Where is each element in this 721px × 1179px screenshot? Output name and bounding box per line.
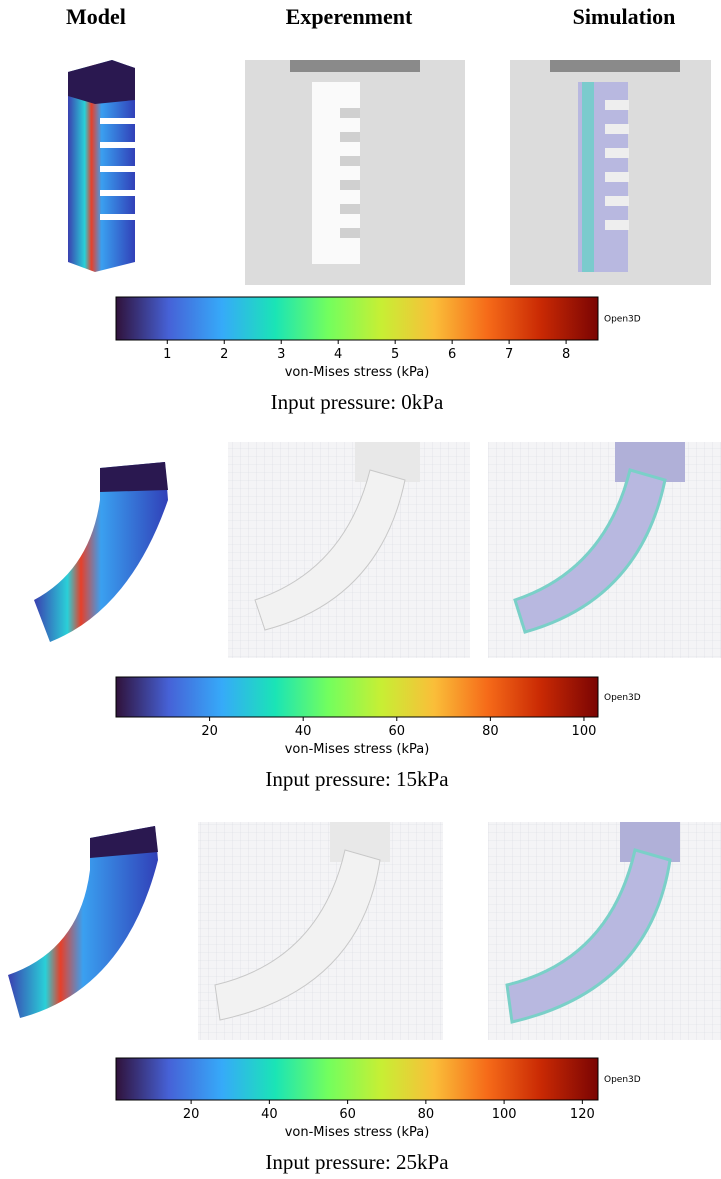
figure: Model Experenment Simulation [0,0,721,1179]
colorbar-brand: Open3D [604,693,641,703]
tick-label: 60 [339,1107,356,1122]
colorbar [116,297,598,340]
tick-label: 1 [163,347,171,362]
tick-label: 80 [482,724,499,739]
tick-label: 20 [201,724,218,739]
colorbar-label: von-Mises stress (kPa) [285,365,430,380]
tick-label: 2 [220,347,228,362]
column-header: Simulation [573,4,676,29]
tick-label: 60 [389,724,406,739]
tick-label: 4 [334,347,342,362]
caption: Input pressure: 0kPa [271,390,444,414]
simulation-photo [488,442,721,658]
tick-label: 100 [572,724,597,739]
experiment-photo [198,822,443,1040]
tick-label: 100 [492,1107,517,1122]
tick-label: 20 [183,1107,200,1122]
tick-label: 8 [562,347,570,362]
colorbar-brand: Open3D [604,315,641,325]
simulation-photo [488,822,721,1040]
caption: Input pressure: 25kPa [265,1150,449,1174]
tick-label: 40 [295,724,312,739]
column-header: Model [66,4,126,29]
tick-label: 3 [277,347,285,362]
experiment-photo [228,442,470,658]
caption: Input pressure: 15kPa [265,767,449,791]
model-image [8,826,158,1018]
model-image [34,462,168,642]
tick-label: 80 [418,1107,435,1122]
tick-label: 120 [570,1107,595,1122]
colorbar [116,677,598,717]
tick-label: 6 [448,347,456,362]
tick-label: 40 [261,1107,278,1122]
tick-label: 7 [505,347,513,362]
column-header: Experenment [286,4,413,29]
colorbar-brand: Open3D [604,1075,641,1085]
experiment-photo [245,60,465,285]
colorbar-label: von-Mises stress (kPa) [285,742,430,757]
simulation-photo [510,60,711,285]
tick-label: 5 [391,347,399,362]
colorbar [116,1058,598,1100]
colorbar-label: von-Mises stress (kPa) [285,1125,430,1140]
model-image [68,60,136,272]
